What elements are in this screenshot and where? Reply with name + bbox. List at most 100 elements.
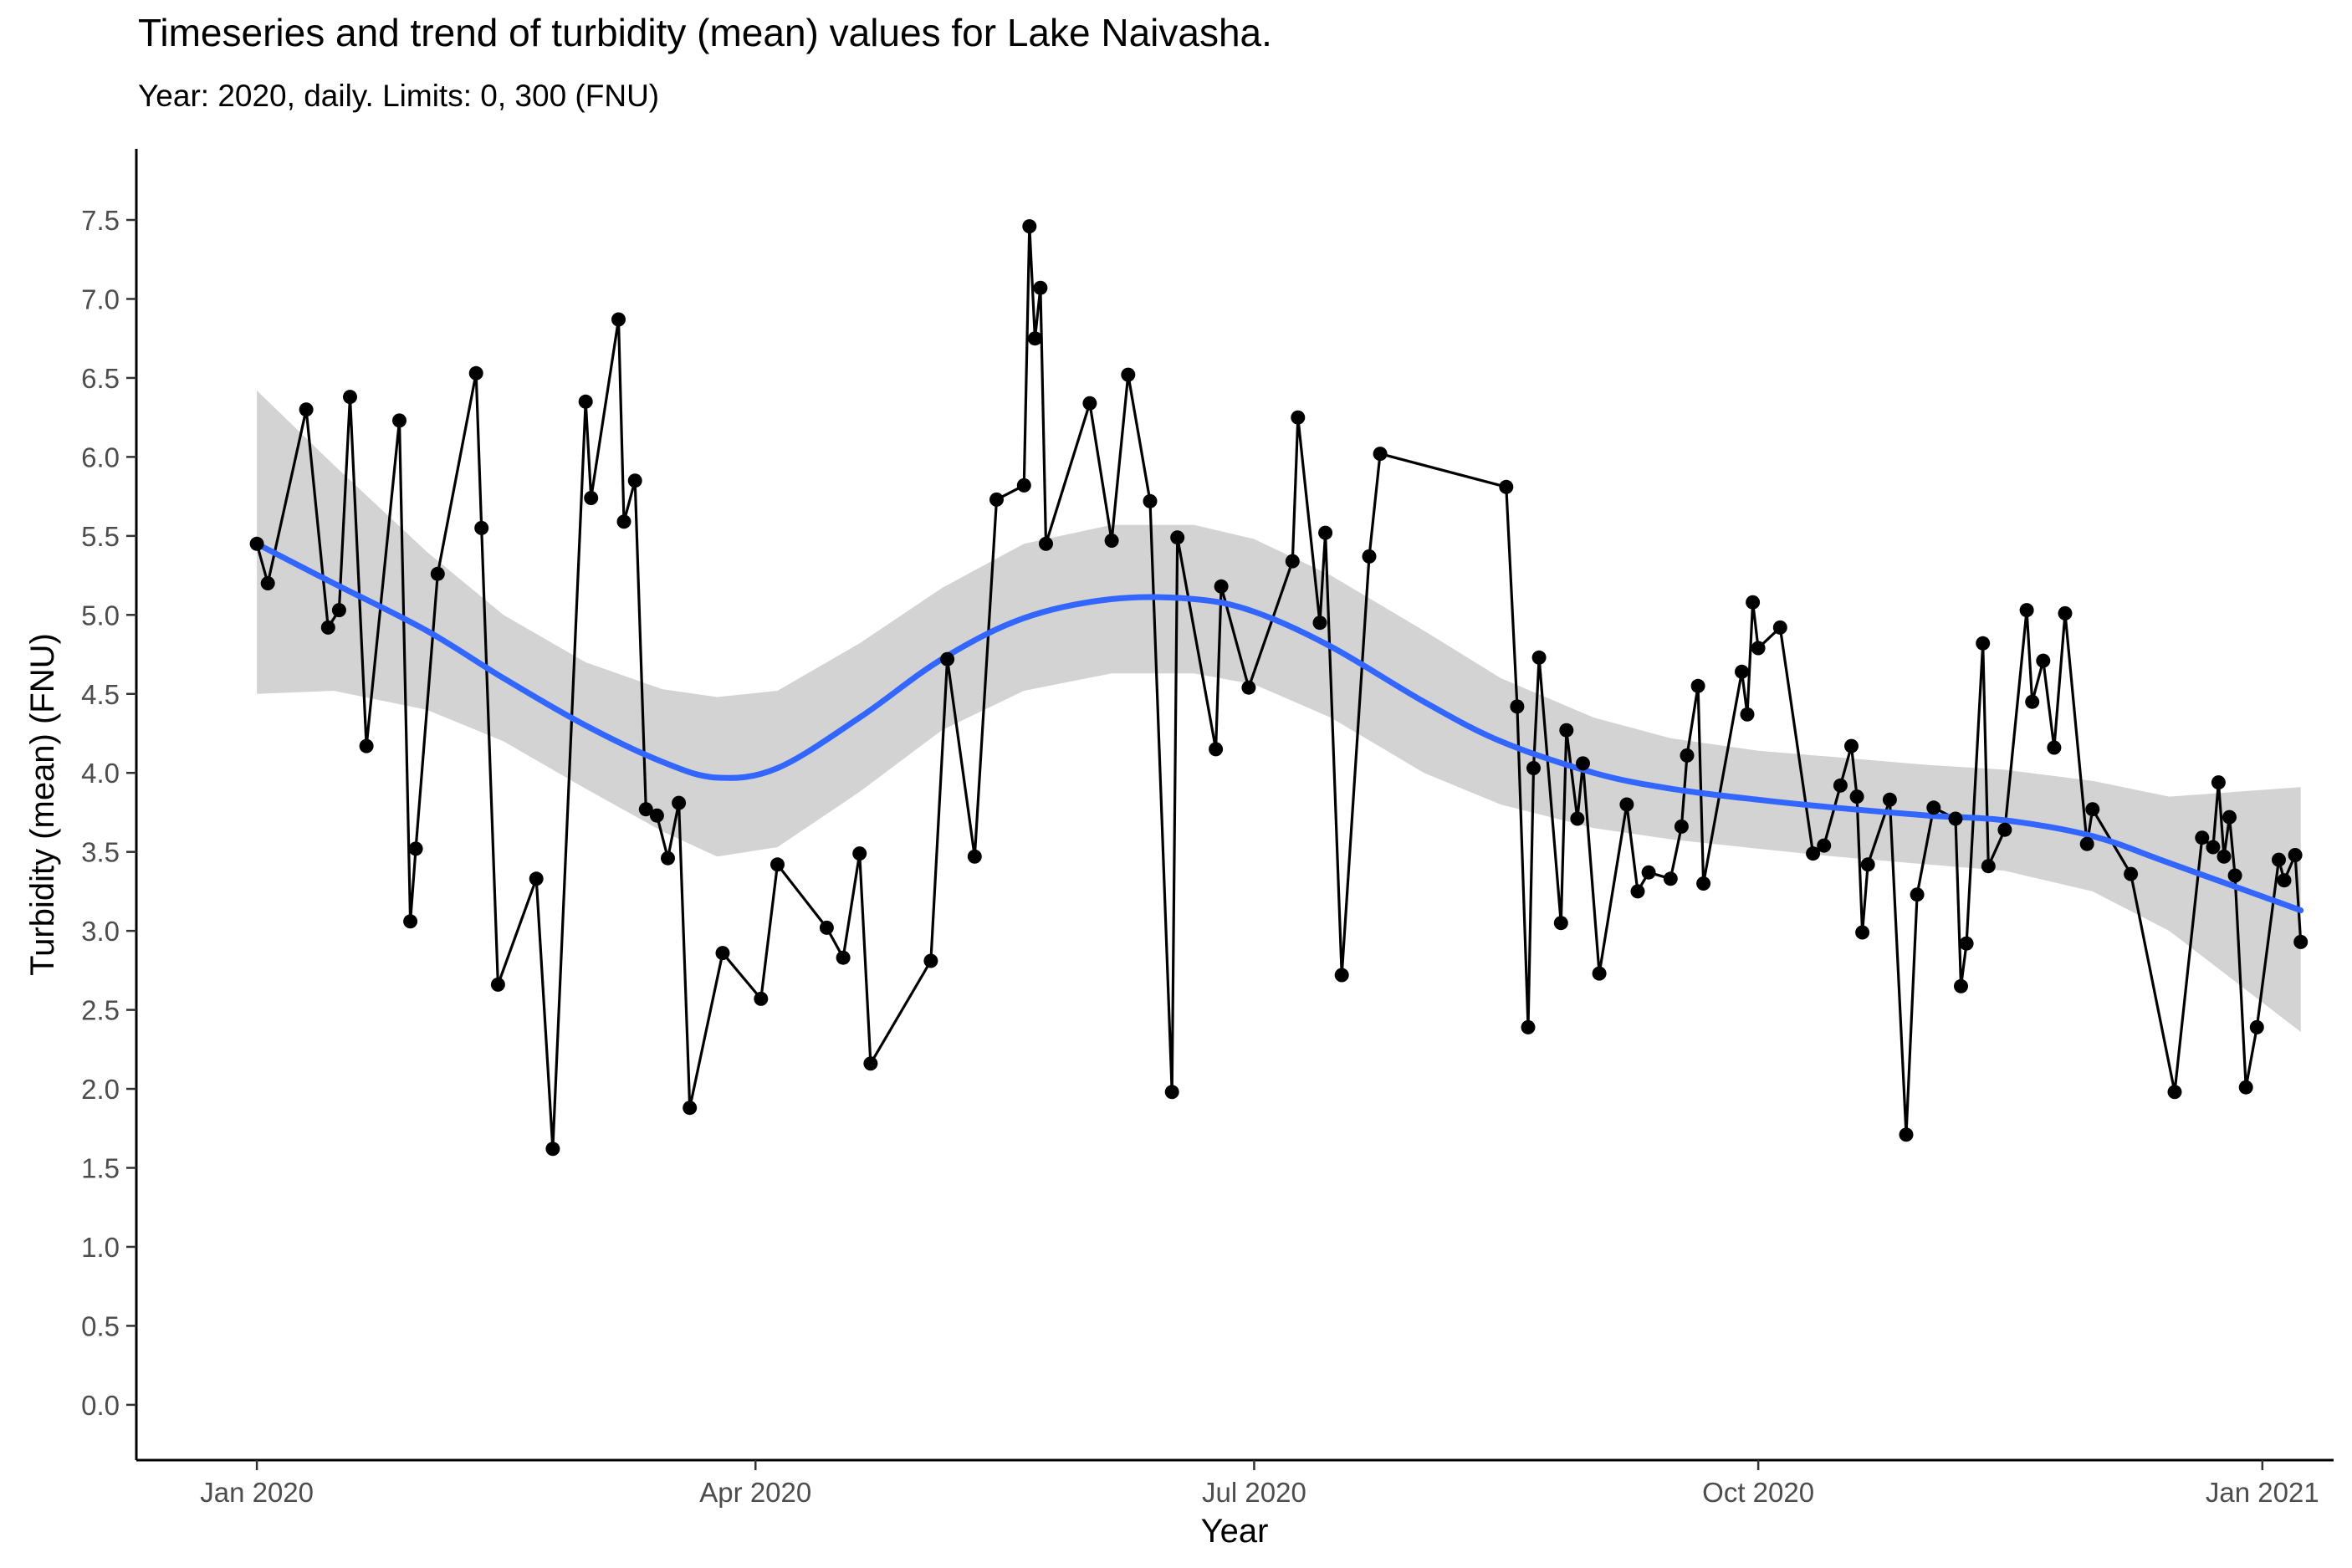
data-point — [1680, 748, 1695, 763]
data-point — [1619, 797, 1634, 812]
data-point — [2272, 852, 2286, 867]
data-point — [715, 946, 730, 961]
data-point — [490, 977, 505, 992]
data-point — [1104, 534, 1119, 548]
data-point — [1976, 636, 1991, 651]
data-point — [1082, 396, 1097, 411]
data-point — [545, 1142, 560, 1157]
y-tick-label: 7.0 — [81, 283, 120, 314]
data-point — [1214, 579, 1229, 594]
y-tick-label: 6.5 — [81, 363, 120, 394]
data-point — [1592, 966, 1607, 981]
data-point — [683, 1101, 698, 1116]
data-point — [1362, 549, 1377, 564]
confidence-ribbon — [257, 391, 2301, 1032]
y-tick-label: 2.5 — [81, 995, 120, 1026]
data-point — [2222, 810, 2237, 825]
data-point — [1559, 723, 1574, 738]
y-tick-label: 0.5 — [81, 1310, 120, 1341]
data-point — [1373, 447, 1388, 462]
data-point — [578, 394, 593, 409]
data-point — [1312, 615, 1327, 631]
data-point — [1022, 219, 1037, 234]
data-point — [1772, 620, 1787, 635]
data-point — [638, 802, 653, 817]
data-point — [2293, 934, 2309, 949]
data-point — [1735, 664, 1749, 679]
data-point — [249, 536, 264, 551]
y-tick-label: 3.0 — [81, 916, 120, 947]
x-ticks-layer: Jan 2020 Apr 2020 Jul 2020 Oct 2020 Jan 2021 — [200, 1460, 2319, 1508]
data-point — [1860, 857, 1875, 872]
data-point — [1033, 280, 1048, 295]
data-point — [2288, 848, 2303, 862]
data-point — [1241, 680, 1256, 695]
data-point — [1164, 1085, 1179, 1100]
data-point — [403, 914, 418, 929]
data-point — [343, 390, 357, 405]
data-point — [1170, 530, 1185, 545]
data-point — [852, 846, 867, 861]
data-point — [430, 566, 445, 581]
data-point — [1690, 678, 1705, 693]
confidence-ribbon-layer — [257, 391, 2301, 1032]
data-point — [649, 808, 664, 823]
data-point — [819, 920, 834, 935]
data-point — [1291, 410, 1306, 425]
data-point — [1740, 707, 1755, 722]
x-axis-label: Year — [1201, 1513, 1269, 1550]
data-point — [1833, 778, 1848, 793]
data-point — [1570, 811, 1585, 826]
y-tick-label: 5.5 — [81, 521, 120, 552]
data-point — [989, 492, 1004, 507]
data-point — [1630, 884, 1645, 899]
data-point — [1696, 876, 1711, 891]
data-point — [260, 576, 275, 590]
data-point — [1997, 822, 2012, 837]
y-tick-label: 0.0 — [81, 1390, 120, 1421]
y-tick-label: 7.5 — [81, 205, 120, 236]
data-point — [1499, 479, 1514, 494]
y-axis-label: Turbidity (mean) (FNU) — [24, 633, 61, 976]
data-point — [1641, 865, 1656, 880]
data-point — [468, 365, 483, 381]
data-point — [1882, 792, 1897, 807]
data-point — [2019, 603, 2034, 618]
data-point — [1553, 916, 1568, 931]
data-point — [1143, 493, 1158, 508]
data-point — [1318, 525, 1333, 540]
data-point — [1849, 789, 1864, 804]
data-point — [672, 795, 687, 810]
y-tick-label: 3.5 — [81, 837, 120, 868]
data-point — [1981, 859, 1996, 874]
x-tick-label: Apr 2020 — [699, 1477, 811, 1508]
trend-line — [253, 540, 2304, 914]
data-point — [2167, 1085, 2182, 1100]
data-point — [627, 473, 642, 488]
chart-title: Timeseries and trend of turbidity (mean)… — [138, 11, 1272, 54]
y-tick-label: 4.5 — [81, 679, 120, 710]
data-point — [1855, 925, 1870, 940]
data-point — [1663, 871, 1678, 886]
data-point — [863, 1056, 878, 1071]
data-point — [1209, 742, 1224, 757]
data-point — [1959, 936, 1974, 951]
chart-subtitle: Year: 2020, daily. Limits: 0, 300 (FNU) — [138, 79, 660, 113]
data-point — [1910, 887, 1925, 902]
data-point — [770, 857, 785, 872]
data-point — [408, 841, 423, 856]
data-point — [529, 871, 544, 886]
data-point — [2238, 1080, 2253, 1095]
data-point — [1121, 367, 1136, 382]
y-tick-label: 4.0 — [81, 758, 120, 789]
data-point — [1334, 968, 1349, 983]
data-point — [1751, 641, 1766, 656]
data-point — [661, 850, 675, 866]
x-tick-label: Jul 2020 — [1202, 1477, 1306, 1508]
data-point — [392, 413, 406, 428]
x-tick-label: Jan 2020 — [200, 1477, 314, 1508]
trend-line-layer — [253, 540, 2304, 914]
data-point — [320, 620, 335, 635]
data-point — [2195, 830, 2210, 845]
